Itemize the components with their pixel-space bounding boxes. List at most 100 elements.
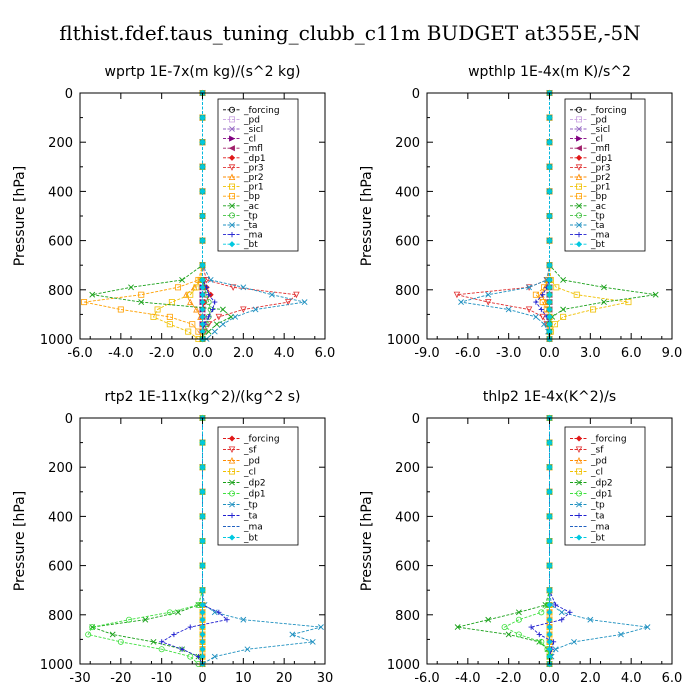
y-tick-label: 1000 xyxy=(40,333,73,348)
data-point-bt xyxy=(199,646,206,653)
legend-label: _ac xyxy=(243,202,259,212)
legend-label: _ta xyxy=(590,221,605,231)
data-point-ta xyxy=(567,609,573,615)
data-point-bt xyxy=(199,587,206,594)
x-tick-label: -6.0 xyxy=(455,346,480,361)
data-point-bt xyxy=(546,188,553,195)
x-tick-label: 4.0 xyxy=(621,671,642,686)
y-tick-label: 600 xyxy=(395,560,420,575)
legend-marker xyxy=(575,241,583,248)
figure-title: flthist.fdef.taus_tuning_clubb_c11m BUDG… xyxy=(59,21,640,45)
data-point-bt xyxy=(546,616,553,623)
y-tick-label: 400 xyxy=(395,185,420,200)
legend-marker xyxy=(575,164,583,171)
data-point-dp1 xyxy=(85,631,92,638)
data-point-bt xyxy=(546,114,553,121)
data-point-dp1 xyxy=(126,616,133,623)
legend-label: _ma xyxy=(243,523,263,533)
legend-label: _sf xyxy=(590,446,604,456)
data-point-pr3 xyxy=(240,306,247,313)
legend-marker xyxy=(228,212,235,219)
data-point-pr1 xyxy=(154,306,161,313)
data-point-bt xyxy=(199,276,206,283)
series-line-ac xyxy=(92,93,232,340)
x-tick-label: -4.0 xyxy=(108,346,133,361)
x-tick-label: 0.0 xyxy=(539,346,560,361)
data-point-ac xyxy=(213,321,220,328)
data-point-bt xyxy=(199,237,206,244)
y-tick-label: 600 xyxy=(48,560,73,575)
data-point-ta xyxy=(219,321,226,328)
data-point-ma xyxy=(538,306,544,313)
y-axis-label: Pressure [hPa] xyxy=(359,491,375,591)
legend-marker xyxy=(576,135,583,142)
data-point-bt xyxy=(199,464,206,471)
data-point-pr1 xyxy=(187,291,194,298)
legend-marker xyxy=(229,512,235,519)
x-tick-label: -20 xyxy=(110,671,131,686)
data-point-bp xyxy=(117,306,124,313)
data-point-bt xyxy=(199,306,206,313)
data-point-tp xyxy=(587,616,594,623)
data-point-ta xyxy=(559,617,565,623)
data-point-dp2 xyxy=(542,602,549,608)
data-point-bt xyxy=(546,212,553,220)
legend-marker xyxy=(228,435,236,442)
legend-label: _bt xyxy=(243,240,258,250)
legend-label: _dp2 xyxy=(590,479,613,489)
x-tick-label: 30 xyxy=(317,671,334,686)
series-line-dp1 xyxy=(503,418,550,664)
legend-marker xyxy=(229,202,235,209)
data-point-dp1 xyxy=(158,646,165,653)
legend-label: _pr1 xyxy=(243,183,264,193)
series-line-pr1 xyxy=(152,93,203,340)
legend-marker xyxy=(229,232,235,238)
data-point-ta xyxy=(187,624,193,630)
data-point-bt xyxy=(199,139,206,146)
data-point-pr3 xyxy=(485,299,492,306)
legend-marker xyxy=(228,534,236,541)
data-point-ac xyxy=(560,277,567,283)
legend-marker xyxy=(575,145,582,152)
data-point-bt xyxy=(199,537,206,545)
data-point-pr3 xyxy=(215,313,223,321)
data-point-bt xyxy=(546,321,553,328)
chart-panel-1: wprtp 1E-7x(m kg)/(s^2 kg) Pressure [hPa]… xyxy=(12,64,335,361)
x-tick-label: 20 xyxy=(276,671,293,686)
y-axis-label: Pressure [hPa] xyxy=(12,166,28,266)
data-point-bt xyxy=(546,609,553,616)
x-tick-label: 10 xyxy=(235,671,252,686)
data-point-dp2 xyxy=(515,609,522,616)
data-point-bt xyxy=(546,439,553,446)
data-point-dp1 xyxy=(538,638,545,645)
legend-label: _cl xyxy=(243,135,256,145)
legend-label: _ma xyxy=(590,523,610,533)
data-point-dp1 xyxy=(538,609,545,616)
legend-marker xyxy=(228,468,235,475)
legend: _forcing_sf_pd_cl_dp2_dp1_tp_ta_ma_bt xyxy=(564,426,646,546)
data-point-tp xyxy=(309,638,316,645)
legend-marker xyxy=(575,534,583,541)
data-point-dp2 xyxy=(454,624,461,631)
data-point-ta xyxy=(207,277,214,283)
y-tick-label: 200 xyxy=(48,461,73,476)
legend-marker xyxy=(575,154,583,161)
y-tick-label: 800 xyxy=(48,609,73,624)
y-tick-label: 800 xyxy=(48,284,73,299)
data-point-bt xyxy=(546,237,553,244)
data-point-pr3 xyxy=(453,291,461,299)
data-point-bp xyxy=(189,321,196,328)
legend-label: _forcing xyxy=(243,106,280,116)
data-point-ma xyxy=(212,299,218,305)
data-point-dp1 xyxy=(166,609,173,616)
legend-label: _tp xyxy=(590,211,605,221)
legend-marker xyxy=(576,202,582,209)
legend-label: _ac xyxy=(590,202,606,212)
legend-marker xyxy=(229,501,235,508)
data-point-ac xyxy=(89,291,96,298)
x-tick-label: 6.0 xyxy=(315,346,336,361)
y-tick-label: 1000 xyxy=(387,658,420,673)
legend-marker xyxy=(575,446,583,453)
legend-label: _bt xyxy=(590,534,605,544)
chart-panel-2: wpthlp 1E-4x(m K)/s^2 Pressure [hPa] -9.0 -… xyxy=(359,64,682,361)
